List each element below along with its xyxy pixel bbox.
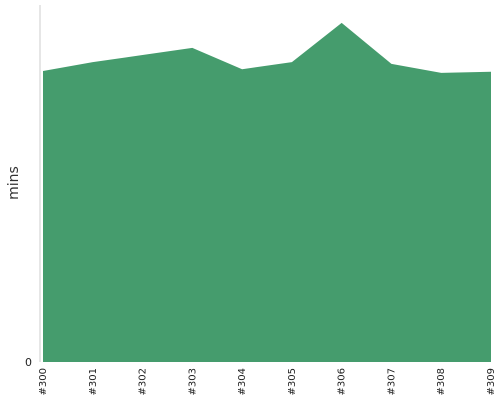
x-tick-label: #308: [436, 368, 447, 395]
area-series: [43, 22, 491, 362]
x-tick-layer: #300 #301 #302 #303 #304 #305 #306 #307 #308 #309: [38, 368, 497, 395]
x-tick-label: #307: [386, 368, 397, 395]
y-axis-label: mins: [6, 166, 22, 200]
x-tick-label: #303: [187, 368, 198, 395]
y-tick-label: 0: [25, 356, 32, 369]
x-tick-label: #301: [88, 368, 99, 395]
area-layer: [43, 22, 491, 362]
x-tick-label: #304: [237, 368, 248, 395]
x-tick-label: #306: [337, 368, 348, 395]
y-tick-layer: 0: [25, 356, 32, 369]
x-tick-label: #305: [287, 368, 298, 395]
x-tick-label: #300: [38, 368, 49, 395]
x-tick-label: #302: [138, 368, 149, 395]
x-tick-label: #309: [486, 368, 497, 395]
